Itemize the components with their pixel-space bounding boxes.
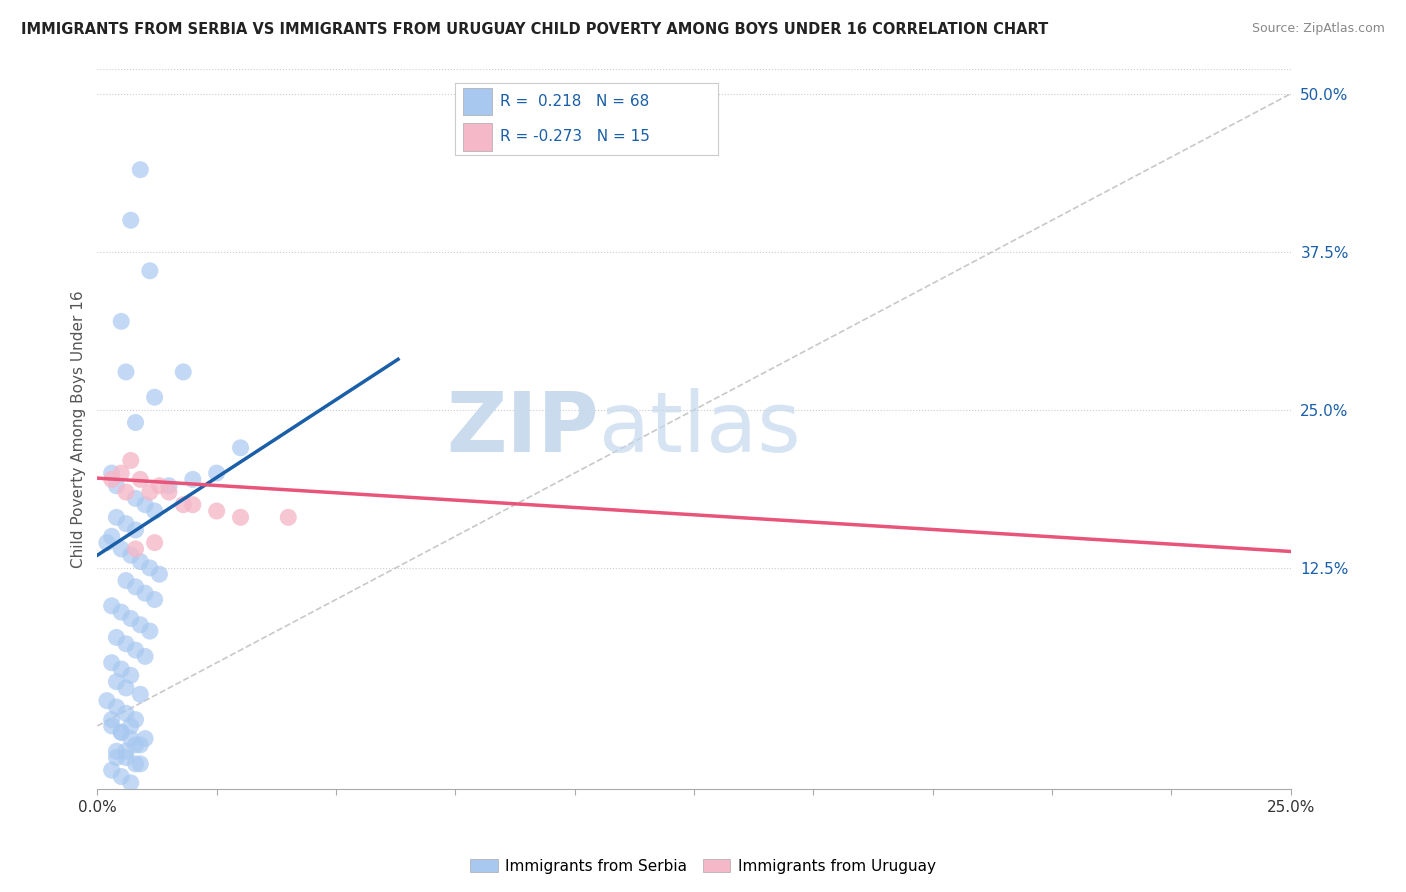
Point [181,472,204,486]
Point [120,719,142,733]
Point [139,485,162,500]
Point [148,479,170,493]
Point [129,617,152,632]
Point [124,580,146,594]
Point [157,485,180,500]
Point [143,535,166,549]
Point [105,479,128,493]
Point [129,687,152,701]
Point [181,498,204,512]
Point [139,264,162,278]
Point [110,770,132,784]
Point [148,567,170,582]
Point [115,744,138,758]
Point [124,643,146,657]
Text: IMMIGRANTS FROM SERBIA VS IMMIGRANTS FROM URUGUAY CHILD POVERTY AMONG BOYS UNDER: IMMIGRANTS FROM SERBIA VS IMMIGRANTS FRO… [21,22,1049,37]
Point [110,466,132,480]
Point [115,574,138,588]
Point [120,213,142,227]
Point [100,472,122,486]
Point [110,662,132,676]
Point [229,441,252,455]
Text: atlas: atlas [599,388,800,469]
Point [105,631,128,645]
Text: ZIP: ZIP [446,388,599,469]
Point [143,504,166,518]
Point [157,479,180,493]
Point [115,365,138,379]
Point [100,599,122,613]
Point [129,756,152,771]
Point [100,763,122,777]
Point [134,498,156,512]
Point [110,725,132,739]
Point [129,555,152,569]
Point [124,491,146,506]
Point [143,592,166,607]
Point [129,162,152,177]
Point [96,693,118,707]
Point [115,637,138,651]
Point [277,510,299,524]
Point [205,466,228,480]
Y-axis label: Child Poverty Among Boys Under 16: Child Poverty Among Boys Under 16 [72,290,86,567]
Point [134,649,156,664]
Point [124,756,146,771]
Point [172,365,194,379]
Point [115,750,138,764]
Point [115,485,138,500]
Point [100,656,122,670]
Point [120,668,142,682]
Point [115,706,138,721]
Point [105,700,128,714]
Point [124,738,146,752]
Point [229,510,252,524]
Point [120,453,142,467]
Point [124,523,146,537]
Point [100,713,122,727]
Text: Source: ZipAtlas.com: Source: ZipAtlas.com [1251,22,1385,36]
Point [124,713,146,727]
Point [120,776,142,790]
Point [139,561,162,575]
Point [120,548,142,562]
Point [110,541,132,556]
Point [120,611,142,625]
Point [105,744,128,758]
Point [100,719,122,733]
Point [129,738,152,752]
Point [143,390,166,404]
Point [110,605,132,619]
Point [124,416,146,430]
Point [124,541,146,556]
Point [100,529,122,543]
Point [139,624,162,639]
Point [134,586,156,600]
Point [105,674,128,689]
Point [105,510,128,524]
Point [205,504,228,518]
Point [110,725,132,739]
Point [115,681,138,695]
Point [96,535,118,549]
Point [129,472,152,486]
Point [134,731,156,746]
Point [120,731,142,746]
Point [110,314,132,328]
Legend: Immigrants from Serbia, Immigrants from Uruguay: Immigrants from Serbia, Immigrants from … [464,853,942,880]
Point [115,516,138,531]
Point [172,498,194,512]
Point [105,750,128,764]
Point [100,466,122,480]
